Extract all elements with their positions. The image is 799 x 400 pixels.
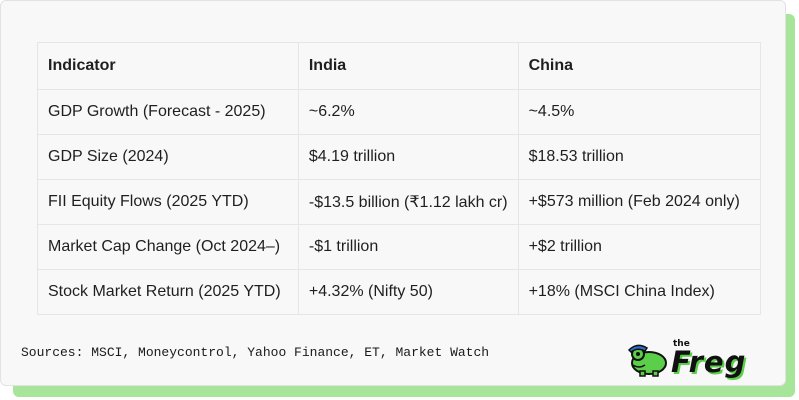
table-row: FII Equity Flows (2025 YTD) -$13.5 billi… (37, 179, 762, 225)
cell-china: ~4.5% (517, 89, 762, 135)
cell-india: ~6.2% (297, 89, 519, 135)
cell-india: -$13.5 billion (₹1.12 lakh cr) (297, 179, 519, 225)
logo-wordmark: Freg (671, 345, 747, 379)
cell-indicator: FII Equity Flows (2025 YTD) (37, 179, 299, 225)
table-row: GDP Growth (Forecast - 2025) ~6.2% ~4.5% (37, 89, 762, 135)
header-china: China (517, 42, 762, 90)
cell-indicator: GDP Size (2024) (37, 134, 299, 180)
cell-china: +18% (MSCI China Index) (517, 269, 762, 315)
comparison-table: Indicator India China GDP Growth (Foreca… (37, 42, 762, 315)
logo-prefix: the (673, 339, 690, 349)
cell-india: -$1 trillion (297, 224, 519, 270)
cell-indicator: Market Cap Change (Oct 2024–) (37, 224, 299, 270)
frog-mascot-icon (627, 344, 667, 377)
comparison-card: Indicator India China GDP Growth (Foreca… (0, 0, 786, 386)
cell-china: +$2 trillion (517, 224, 762, 270)
cell-india: $4.19 trillion (297, 134, 519, 180)
cell-india: +4.32% (Nifty 50) (297, 269, 519, 315)
table-row: Market Cap Change (Oct 2024–) -$1 trilli… (37, 224, 762, 270)
cell-china: $18.53 trillion (517, 134, 762, 180)
header-indicator: Indicator (37, 42, 299, 90)
brand-logo: the Freg (625, 339, 771, 379)
sources-note: Sources: MSCI, Moneycontrol, Yahoo Finan… (21, 345, 490, 360)
header-india: India (297, 42, 519, 90)
table-row: GDP Size (2024) $4.19 trillion $18.53 tr… (37, 134, 762, 180)
table-row: Stock Market Return (2025 YTD) +4.32% (N… (37, 269, 762, 315)
cell-indicator: GDP Growth (Forecast - 2025) (37, 89, 299, 135)
cell-indicator: Stock Market Return (2025 YTD) (37, 269, 299, 315)
cell-china: +$573 million (Feb 2024 only) (517, 179, 762, 225)
table-header-row: Indicator India China (37, 42, 762, 90)
